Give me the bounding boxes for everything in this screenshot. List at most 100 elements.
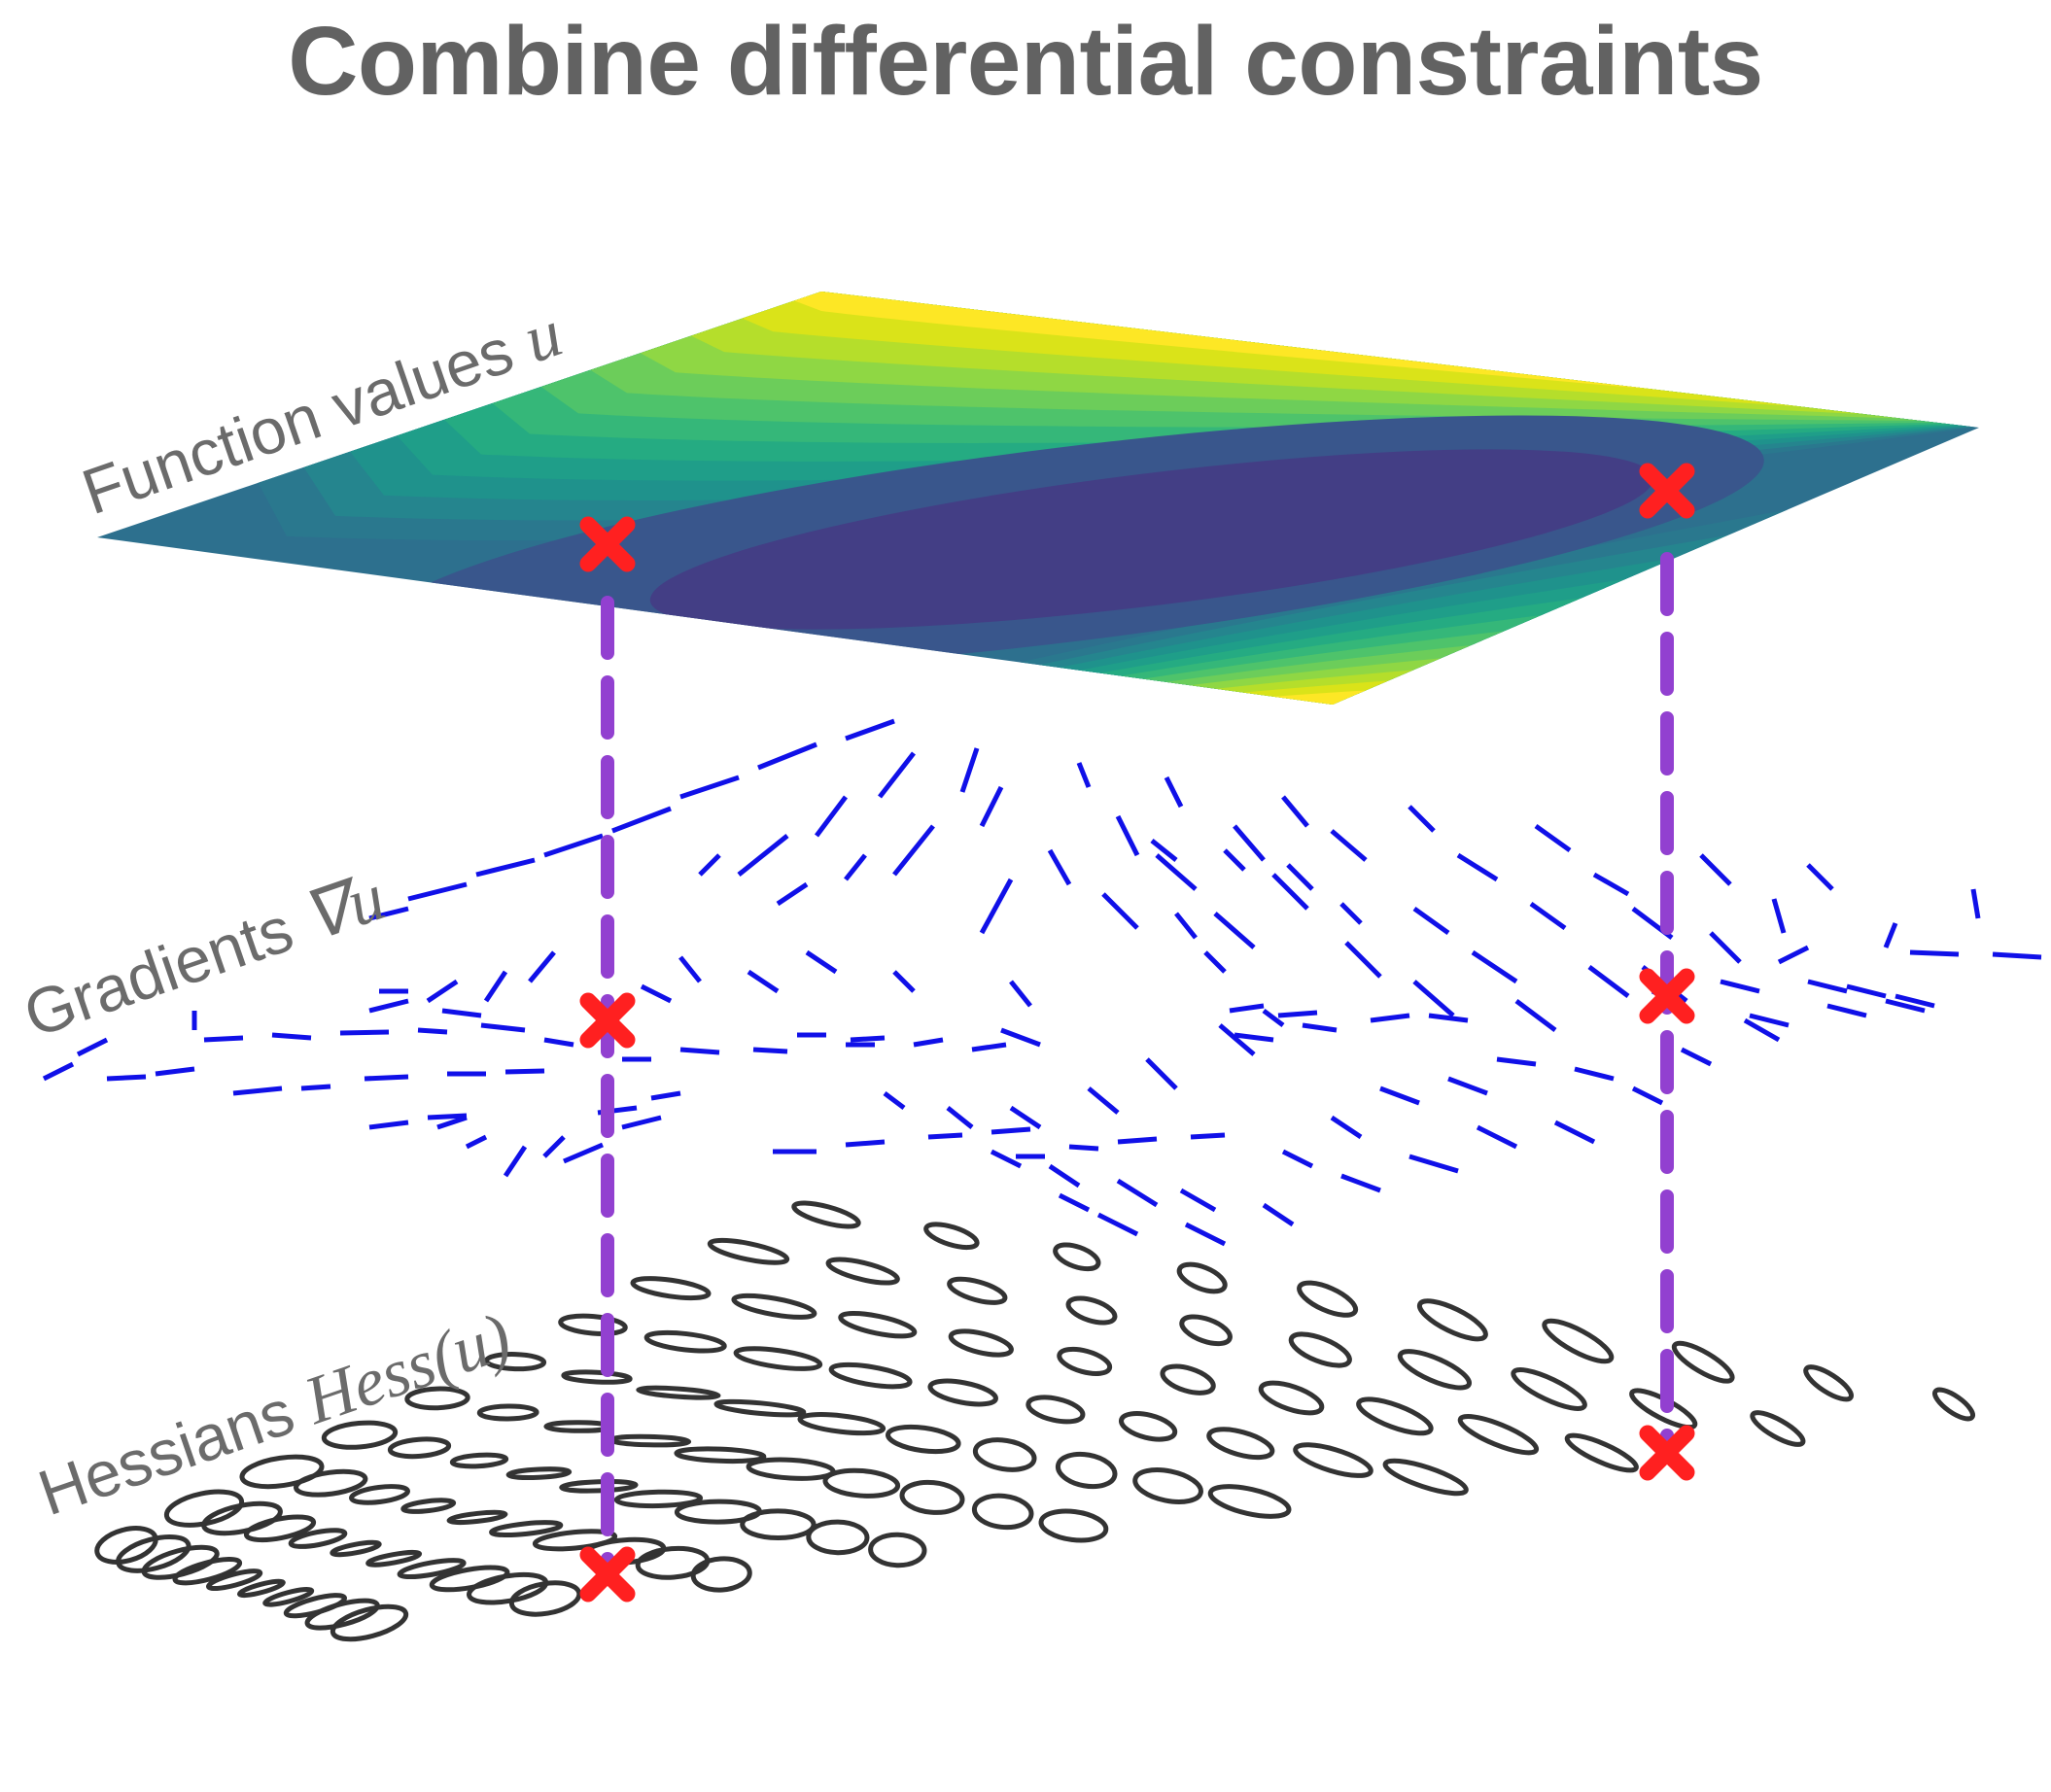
gradient-segment (563, 1142, 604, 1164)
gradient-segment (1009, 980, 1032, 1008)
constraint-point-left (579, 1546, 636, 1602)
gradient-segment (1412, 906, 1450, 936)
hessian-ellipse (1026, 1395, 1086, 1425)
hessian-ellipse (707, 1237, 790, 1265)
gradient-segment (1344, 941, 1382, 979)
hessian-ellipse (1416, 1298, 1488, 1342)
hessian-ellipse (740, 1508, 817, 1541)
hessian-ellipse (746, 1457, 836, 1481)
hessian-ellipse (243, 1514, 317, 1543)
gradient-segment (1271, 873, 1309, 911)
hessian-ellipse (1065, 1295, 1118, 1326)
gradient-segment (698, 853, 721, 877)
gradient-segment (1277, 1010, 1318, 1018)
gradient-segment (878, 751, 916, 799)
gradient-segment (427, 1113, 468, 1120)
hessian-ellipse (387, 1436, 452, 1460)
gradient-segment (1379, 1086, 1420, 1106)
gradient-segment (1164, 775, 1184, 809)
hessian-ellipse (1931, 1387, 1976, 1422)
hessian-ellipse (201, 1500, 283, 1536)
gradient-segment (892, 824, 935, 877)
gradient-segment (475, 857, 536, 878)
gradient-segment (991, 1126, 1031, 1135)
gradient-segment (1330, 1115, 1363, 1140)
gradient-segment (1150, 839, 1178, 862)
gradient-segment (1190, 1132, 1226, 1140)
gradient-segment (1447, 1076, 1488, 1096)
hessian-ellipse (1206, 1427, 1275, 1461)
gradient-segment (1807, 979, 1848, 994)
gradient-segment (971, 1042, 1007, 1052)
gradient-segment (1223, 848, 1246, 872)
gradient-segment (1514, 999, 1557, 1032)
gradient-segment (1330, 829, 1368, 862)
gradient-segment (76, 1037, 109, 1057)
gradient-segment (845, 718, 895, 741)
constraint-point-left (579, 516, 636, 572)
gradient-segment (1233, 824, 1266, 862)
gradient-segment (106, 1074, 147, 1082)
hessian-ellipse (288, 1528, 348, 1549)
gradient-segment (1116, 1178, 1159, 1208)
gradient-segment (1631, 1086, 1664, 1106)
hessian-ellipse (1293, 1442, 1373, 1478)
hessian-ellipse (822, 1467, 901, 1499)
gradient-segment (1709, 931, 1742, 964)
gradient-segment (155, 1066, 195, 1077)
gradient-segment (747, 969, 780, 994)
gradient-segment (1456, 852, 1499, 882)
hessian-ellipse (828, 1361, 913, 1390)
gradient-segment (1970, 888, 1981, 919)
svg-text:Hessians Hess(u): Hessians Hess(u) (29, 1299, 520, 1531)
gradient-segment (845, 1139, 886, 1148)
gradient-segment (1076, 762, 1092, 788)
gradient-segment (1408, 1154, 1459, 1174)
hessian-ellipse (1297, 1280, 1359, 1318)
hessian-ellipse (608, 1433, 692, 1448)
hessian-ellipse (1118, 1411, 1178, 1442)
hessian-ellipse (1176, 1261, 1228, 1294)
gradient-segment (1229, 1003, 1265, 1014)
hessian-ellipse (330, 1539, 382, 1558)
hessian-ellipse (559, 1479, 639, 1494)
hessian-ellipse (294, 1468, 368, 1498)
hessian-ellipse (508, 1580, 582, 1617)
hessian-ellipse (1803, 1364, 1854, 1402)
gradient-segment (1087, 1086, 1120, 1115)
gradient-segment (757, 741, 817, 771)
gradient-segment (611, 806, 672, 834)
gradient-segment (1234, 1032, 1274, 1043)
gradient-segment (640, 983, 673, 1004)
gradient-segment (850, 1035, 886, 1043)
hessian-ellipse (1207, 1484, 1292, 1519)
gradient-segment (1743, 1017, 1781, 1043)
hessian-ellipse (400, 1498, 457, 1514)
gradient-segment (1826, 1003, 1867, 1018)
gradient-segment (42, 1061, 75, 1082)
gradient-segment (1885, 998, 1926, 1014)
hessian-ellipse (674, 1446, 767, 1465)
hessian-ellipse (1258, 1380, 1325, 1416)
hessian-ellipse (899, 1479, 965, 1515)
hessian-ellipse (365, 1549, 423, 1568)
hessian-ellipse (1038, 1508, 1109, 1543)
gradient-segment (650, 1090, 681, 1101)
gradient-segment (1058, 1192, 1091, 1213)
svg-text:Gradients ∇u: Gradients ∇u (15, 860, 394, 1053)
gradient-segment (465, 1134, 488, 1150)
gradient-segment (679, 775, 740, 800)
hessian-ellipse (635, 1545, 711, 1580)
gradient-segment (543, 1037, 574, 1048)
gradient-segment (441, 1008, 482, 1018)
label-gradients-text: Gradients (15, 886, 318, 1051)
gradient-segment (528, 950, 556, 983)
hessian-ellipse (505, 1466, 573, 1480)
constraint-point-right (1639, 1425, 1695, 1481)
gradient-segment (1895, 993, 1935, 1009)
gradient-segment (883, 1091, 906, 1110)
gradient-segment (892, 970, 916, 993)
gradient-segment (1174, 912, 1198, 940)
